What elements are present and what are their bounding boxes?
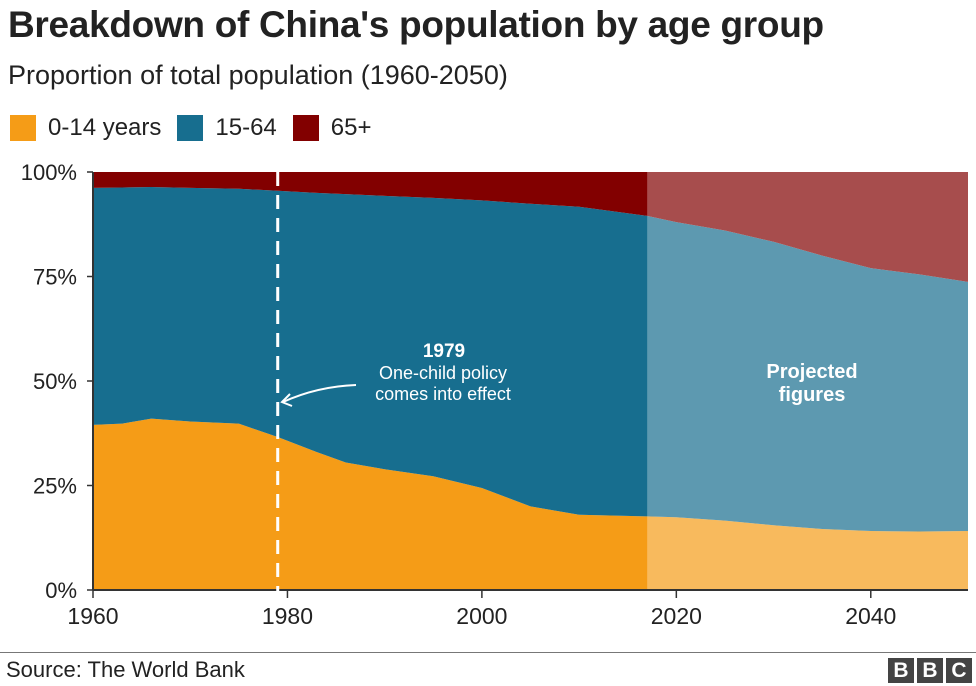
projected-label-line1: Projected (766, 361, 857, 383)
x-tick-label: 1980 (262, 603, 313, 629)
x-tick-label: 1960 (67, 603, 118, 629)
projected-label-line2: figures (779, 384, 846, 406)
y-tick-label: 50% (33, 369, 77, 394)
projection-overlay (647, 172, 968, 590)
area-15-64 (93, 187, 968, 532)
y-tick-label: 0% (45, 578, 77, 603)
y-tick-label: 75% (33, 265, 77, 290)
legend-item-15-64: 15-64 (177, 114, 277, 142)
chart-subtitle: Proportion of total population (1960-205… (8, 60, 508, 90)
area-0-14-years (93, 418, 968, 590)
annotation-year: 1979 (423, 341, 465, 362)
legend-label: 0-14 years (48, 114, 162, 141)
legend: 0-14 years 15-64 65+ (10, 114, 388, 142)
plot-area: 0% 25% 50% 75% 100% 1960 1980 2000 2020 2040 1979… (21, 160, 968, 629)
legend-item-0-14: 0-14 years (10, 114, 161, 142)
y-tick-label: 100% (21, 160, 77, 185)
legend-swatch (177, 115, 204, 141)
y-tick-label: 25% (33, 474, 77, 499)
footer-divider (0, 652, 976, 653)
x-tick-label: 2000 (456, 603, 507, 629)
x-tick-label: 2040 (845, 603, 896, 629)
legend-label: 65+ (330, 114, 372, 141)
legend-label: 15-64 (215, 114, 277, 141)
area-65- (93, 172, 968, 282)
x-tick-label: 2020 (651, 603, 702, 629)
source-note: Source: The World Bank (6, 657, 245, 682)
legend-swatch (10, 115, 36, 141)
annotation-arrow (280, 384, 357, 407)
legend-swatch (292, 115, 319, 141)
annotation-line2: comes into effect (375, 384, 511, 404)
legend-item-65plus: 65+ (292, 114, 372, 142)
annotation-line1: One-child policy (379, 363, 507, 383)
chart-title: Breakdown of China's population by age g… (8, 4, 824, 45)
